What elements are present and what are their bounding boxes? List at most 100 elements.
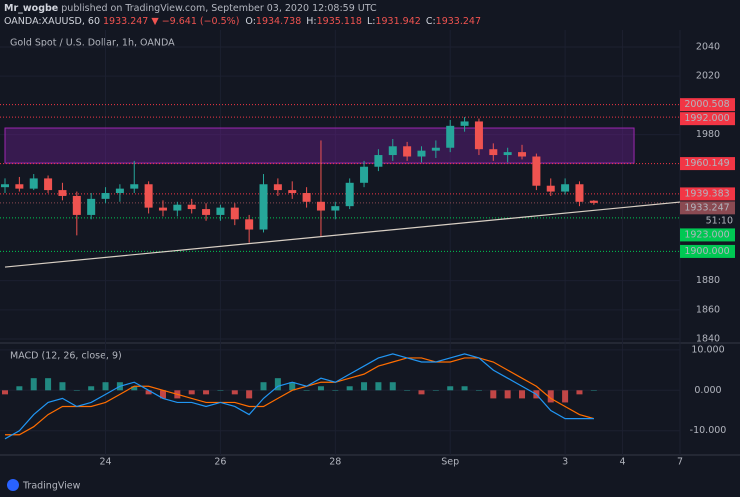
histogram-bar bbox=[303, 390, 310, 391]
supply-zone bbox=[4, 127, 635, 164]
histogram-bar bbox=[461, 386, 468, 391]
candle-body bbox=[158, 207, 167, 211]
x-tick-label: 28 bbox=[329, 457, 341, 468]
candle-body bbox=[302, 193, 311, 202]
candle-body bbox=[489, 149, 498, 156]
histogram-bar bbox=[102, 382, 109, 391]
candle-body bbox=[87, 198, 96, 215]
price-label: 1939.383 bbox=[684, 188, 729, 199]
change: ▼ −9.641 (−0.5%) bbox=[151, 16, 239, 27]
histogram-bar bbox=[289, 382, 296, 391]
candle-body bbox=[561, 184, 570, 192]
candle-body bbox=[230, 207, 239, 220]
histogram-bar bbox=[73, 390, 80, 391]
y-tick-label: 1880 bbox=[696, 275, 720, 286]
candle-body bbox=[44, 178, 53, 191]
ohlc-label: L: bbox=[367, 16, 376, 27]
logo: TradingView bbox=[7, 479, 81, 492]
countdown: 51:10 bbox=[706, 215, 733, 226]
candle-body bbox=[101, 193, 110, 199]
price-label-box bbox=[680, 244, 735, 258]
histogram-bar bbox=[547, 390, 554, 403]
brand: TradingView bbox=[22, 481, 81, 492]
price-label: 2000.508 bbox=[684, 99, 729, 110]
candle-body bbox=[187, 204, 196, 210]
price-label: 1900.000 bbox=[684, 246, 729, 257]
candle-body bbox=[388, 146, 397, 156]
macd-tick-label: 10.000 bbox=[691, 344, 724, 355]
histogram-bar bbox=[131, 386, 138, 391]
histogram-bar bbox=[504, 390, 511, 399]
candle-body bbox=[446, 125, 455, 148]
candle-body bbox=[1, 184, 9, 188]
price-label-box bbox=[680, 187, 735, 201]
candle-body bbox=[460, 121, 469, 126]
histogram-bar bbox=[490, 390, 497, 399]
x-tick-label: 24 bbox=[99, 457, 111, 468]
candle-body bbox=[115, 188, 124, 194]
last-price: 1933.247 bbox=[103, 16, 148, 27]
histogram-bar bbox=[389, 382, 396, 391]
histogram-bar bbox=[260, 382, 267, 391]
histogram-bar bbox=[576, 390, 583, 395]
histogram-bar bbox=[332, 390, 339, 391]
histogram-bar bbox=[231, 390, 238, 395]
ohlc-value: 1934.738 bbox=[256, 16, 301, 27]
candle-body bbox=[273, 184, 282, 191]
price-label-box bbox=[680, 201, 735, 215]
candle-body bbox=[518, 152, 527, 157]
candle-body bbox=[288, 190, 297, 194]
candle-body bbox=[417, 150, 426, 157]
signal-line bbox=[5, 357, 594, 436]
x-tick-label: 7 bbox=[677, 457, 683, 468]
candle-body bbox=[130, 184, 139, 189]
candle-body bbox=[173, 204, 182, 211]
price-label: 1933.247 bbox=[684, 202, 729, 213]
candle-body bbox=[431, 147, 440, 151]
x-tick-label: 3 bbox=[562, 457, 568, 468]
x-tick-label: 4 bbox=[620, 457, 626, 468]
candle-body bbox=[245, 219, 254, 230]
ohlc-value: 1935.118 bbox=[317, 16, 362, 27]
candle-body bbox=[575, 184, 584, 202]
countdown-box bbox=[680, 214, 735, 228]
trendline bbox=[4, 201, 681, 268]
y-tick-label: 2040 bbox=[696, 41, 720, 52]
histogram-bar bbox=[45, 378, 52, 391]
x-tick-label: 26 bbox=[214, 457, 226, 468]
ohlc-value: 1931.942 bbox=[375, 16, 420, 27]
candle-body bbox=[144, 184, 153, 208]
candle-body bbox=[546, 185, 555, 192]
y-tick-label: 1980 bbox=[696, 129, 720, 140]
ohlc-label: H: bbox=[306, 16, 316, 27]
histogram-bar bbox=[88, 386, 95, 391]
candle-body bbox=[259, 184, 268, 230]
ohlc-label: C: bbox=[426, 16, 436, 27]
ohlc-value: 1933.247 bbox=[436, 16, 481, 27]
histogram-bar bbox=[188, 390, 195, 395]
histogram-bar bbox=[16, 386, 23, 391]
candle-body bbox=[216, 207, 225, 215]
histogram-bar bbox=[361, 382, 368, 391]
histogram-bar bbox=[418, 390, 425, 395]
price-label-box bbox=[680, 157, 735, 171]
histogram-bar bbox=[475, 390, 482, 391]
grid bbox=[0, 30, 681, 455]
macd-tick-label: -10.000 bbox=[690, 425, 727, 436]
macd-line bbox=[4, 353, 594, 440]
candle-body bbox=[331, 206, 340, 211]
author: Mr_wogbe bbox=[4, 3, 58, 14]
candle-body bbox=[474, 121, 483, 150]
candle-body bbox=[72, 195, 81, 215]
histogram-bar bbox=[519, 390, 526, 399]
candle-body bbox=[15, 184, 24, 189]
histogram-bar bbox=[30, 378, 37, 391]
histogram-bar bbox=[375, 382, 382, 391]
candle-body bbox=[403, 146, 412, 157]
histogram-bar bbox=[317, 386, 324, 391]
histogram-bar bbox=[159, 390, 166, 399]
price-label: 1923.000 bbox=[684, 229, 729, 240]
candle-body bbox=[374, 155, 383, 167]
